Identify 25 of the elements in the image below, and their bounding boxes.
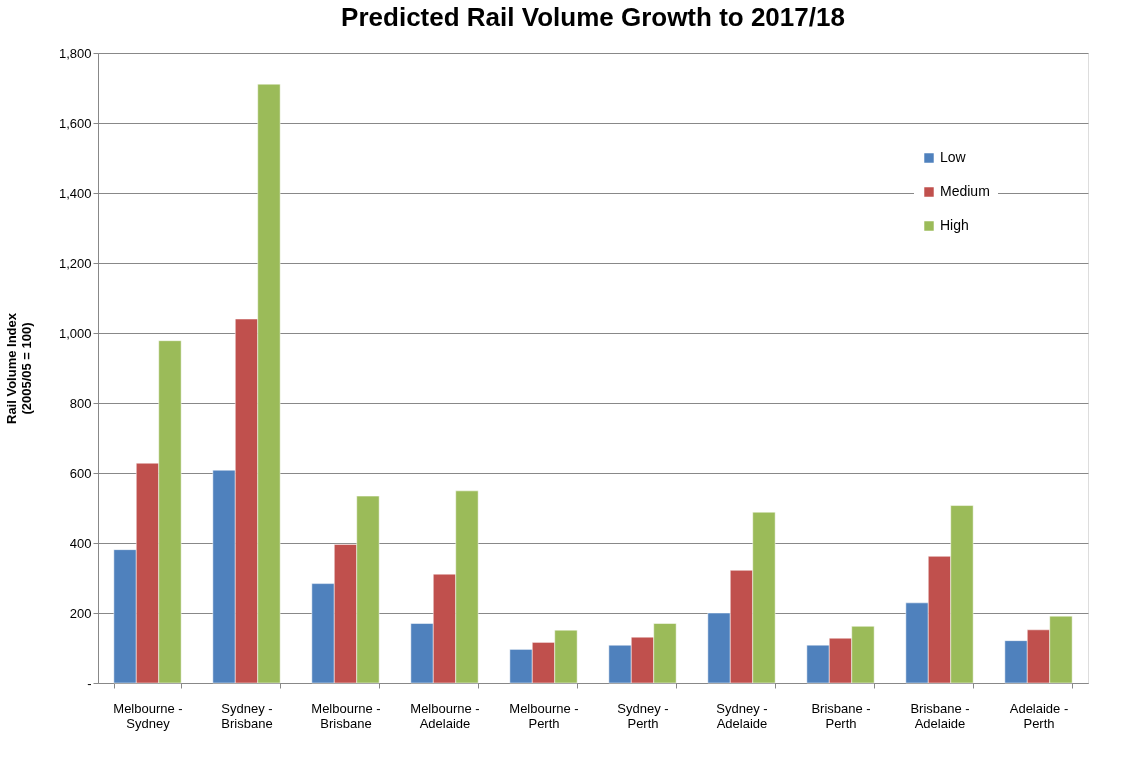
x-tick-label: Melbourne - Brisbane (311, 700, 381, 731)
chart-title: Predicted Rail Volume Growth to 2017/18 (341, 2, 845, 32)
y-axis-title: Rail Volume Index (2005/05 = 100) (3, 312, 34, 425)
x-tick-label: Sydney - Perth (617, 700, 669, 731)
y-tick-label: 200 (69, 605, 92, 621)
y-tick-label: 1,800 (58, 45, 92, 61)
y-tick-label: - (87, 675, 92, 691)
legend-label: Low (940, 149, 967, 165)
y-tick-label: 1,400 (58, 185, 92, 201)
legend-label: Medium (940, 183, 990, 199)
y-tick-label: 800 (69, 395, 92, 411)
y-tick-label: 400 (69, 535, 92, 551)
x-tick-label: Sydney - Brisbane (221, 700, 273, 731)
x-tick-label: Melbourne - Perth (509, 700, 579, 731)
y-tick-label: 600 (69, 465, 92, 481)
x-tick-label: Sydney - Adelaide (716, 700, 768, 731)
x-tick-label: Brisbane - Perth (811, 700, 871, 731)
x-tick-label: Melbourne - Adelaide (410, 700, 480, 731)
x-tick-label: Melbourne - Sydney (113, 700, 183, 731)
y-tick-label: 1,200 (58, 255, 92, 271)
x-tick-label: Adelaide - Perth (1009, 700, 1069, 731)
x-tick-label: Brisbane - Adelaide (910, 700, 970, 731)
legend-label: High (940, 217, 969, 233)
y-tick-label: 1,600 (58, 115, 92, 131)
y-tick-label: 1,000 (58, 325, 92, 341)
